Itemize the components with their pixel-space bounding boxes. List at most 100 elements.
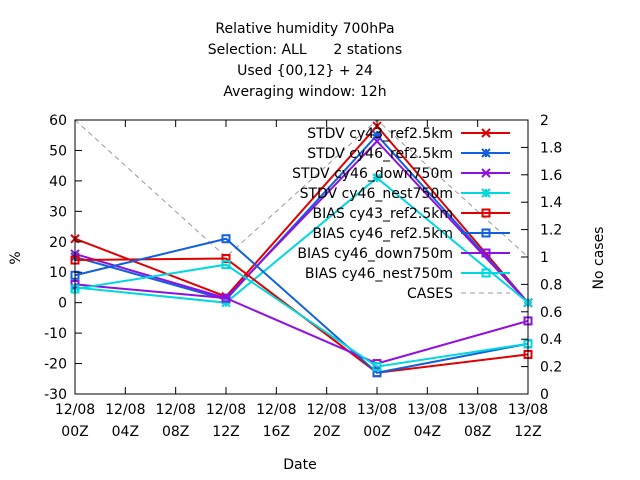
y2-tick-label: 2 — [540, 113, 549, 129]
y2-tick-label: 1.2 — [540, 223, 562, 239]
legend-label: BIAS cy43_ref2.5km — [313, 206, 453, 222]
x-tick-hour: 12Z — [212, 424, 239, 440]
legend-marker — [481, 188, 491, 198]
legend-entry: STDV cy46_ref2.5km — [307, 146, 510, 162]
legend-entry: BIAS cy46_down750m — [297, 246, 510, 262]
legend-label: STDV cy46_down750m — [292, 166, 453, 182]
x-tick-date: 13/08 — [357, 402, 397, 418]
y2-tick-label: 0.4 — [540, 332, 562, 348]
x-tick-hour: 04Z — [414, 424, 441, 440]
y-tick-label: 40 — [49, 174, 67, 190]
legend-label: STDV cy46_nest750m — [300, 186, 453, 202]
y2-tick-label: 0.8 — [540, 277, 562, 293]
y2-tick-label: 1 — [540, 250, 549, 266]
x-tick-date: 12/08 — [256, 402, 296, 418]
series-line — [74, 124, 529, 304]
x-tick-hour: 00Z — [61, 424, 88, 440]
legend-entry: STDV cy46_down750m — [292, 166, 510, 182]
data-point-box — [221, 234, 231, 244]
legend-entry: BIAS cy43_ref2.5km — [313, 206, 510, 222]
series-line — [74, 133, 529, 304]
legend-entry: STDV cy46_nest750m — [300, 186, 510, 202]
y2-tick-label: 1.4 — [540, 195, 562, 211]
series-line — [74, 283, 529, 365]
x-axis-label: Date — [283, 457, 316, 473]
x-tick-date: 12/08 — [55, 402, 95, 418]
legend-label: BIAS cy46_down750m — [297, 246, 453, 262]
title-line-1: Relative humidity 700hPa — [215, 21, 394, 37]
legend-marker — [481, 268, 491, 278]
x-axis: 12/08 00Z 12/08 04Z 12/08 08Z 12/08 12Z 12/08 16Z… — [55, 120, 548, 440]
y-tick-label: 0 — [58, 296, 67, 312]
data-point-box — [221, 260, 231, 270]
legend-label: CASES — [407, 286, 453, 302]
x-tick-hour: 08Z — [464, 424, 491, 440]
legend-marker — [481, 208, 491, 218]
x-tick-hour: 00Z — [363, 424, 390, 440]
legend-marker-stroke — [481, 128, 491, 138]
x-tick-date: 12/08 — [206, 402, 246, 418]
cases-layer — [74, 119, 529, 258]
y-tick-label: -10 — [44, 326, 67, 342]
data-point — [372, 173, 382, 183]
y-tick-label: 50 — [49, 143, 67, 159]
title-line-2: Selection: ALL 2 stations — [208, 42, 402, 58]
y-tick-label: 10 — [49, 265, 67, 281]
title-line-3: Used {00,12} + 24 — [237, 63, 373, 79]
y2-tick-label: 0 — [540, 387, 549, 403]
legend-entry: BIAS cy46_nest750m — [305, 266, 510, 282]
legend-entry: BIAS cy46_ref2.5km — [313, 226, 510, 242]
cases-line — [74, 119, 529, 258]
y-tick-label: 20 — [49, 235, 67, 251]
data-point-box — [372, 362, 382, 372]
x-tick-hour: 20Z — [313, 424, 340, 440]
data-point — [221, 234, 231, 244]
data-point — [221, 260, 231, 270]
y2-tick-label: 0.2 — [540, 360, 562, 376]
x-tick-hour: 04Z — [112, 424, 139, 440]
legend-marker-box — [481, 268, 491, 278]
y-tick-label: -20 — [44, 357, 67, 373]
y-axis-left: -30 -20 -10 0 10 20 30 40 50 60 — [44, 113, 82, 403]
y-tick-label: 60 — [49, 113, 67, 129]
data-point — [372, 362, 382, 372]
y-axis-label: % — [8, 251, 24, 264]
chart-title: Relative humidity 700hPa Selection: ALL … — [208, 21, 402, 100]
legend-label: BIAS cy46_ref2.5km — [313, 226, 453, 242]
series-2 — [70, 136, 533, 308]
data-point — [221, 293, 231, 303]
legend-entry: CASES — [407, 286, 510, 302]
series-line — [74, 263, 529, 368]
title-line-4: Averaging window: 12h — [223, 84, 386, 100]
series-7 — [70, 260, 533, 372]
legend-label: STDV cy46_ref2.5km — [307, 146, 453, 162]
y2-axis-label: No cases — [591, 227, 607, 290]
x-tick-date: 12/08 — [105, 402, 145, 418]
legend-label: BIAS cy46_nest750m — [305, 266, 453, 282]
legend-marker-box — [481, 248, 491, 258]
x-tick-hour: 08Z — [162, 424, 189, 440]
legend-marker — [481, 228, 491, 238]
y2-tick-label: 1.8 — [540, 140, 562, 156]
data-point-box — [221, 293, 231, 303]
x-tick-date: 13/08 — [457, 402, 497, 418]
y2-tick-label: 0.6 — [540, 305, 562, 321]
legend-label: STDV cy43_ref2.5km — [307, 126, 453, 142]
data-point — [372, 136, 382, 147]
legend-marker — [481, 128, 491, 138]
legend-marker-box — [481, 228, 491, 238]
legend-marker — [481, 148, 491, 158]
x-tick-date: 13/08 — [407, 402, 447, 418]
y-tick-label: -30 — [44, 387, 67, 403]
legend-marker-stroke — [481, 168, 491, 178]
legend-entry: STDV cy43_ref2.5km — [307, 126, 510, 142]
legend-marker — [481, 248, 491, 258]
legend: STDV cy43_ref2.5km STDV cy46_ref2.5km STDV… — [292, 126, 510, 302]
series-line — [74, 176, 529, 304]
x-tick-date: 13/08 — [508, 402, 548, 418]
legend-marker-box — [481, 208, 491, 218]
legend-marker — [481, 168, 491, 178]
x-tick-date: 12/08 — [155, 402, 195, 418]
x-tick-hour: 12Z — [514, 424, 541, 440]
y-tick-label: 30 — [49, 204, 67, 220]
